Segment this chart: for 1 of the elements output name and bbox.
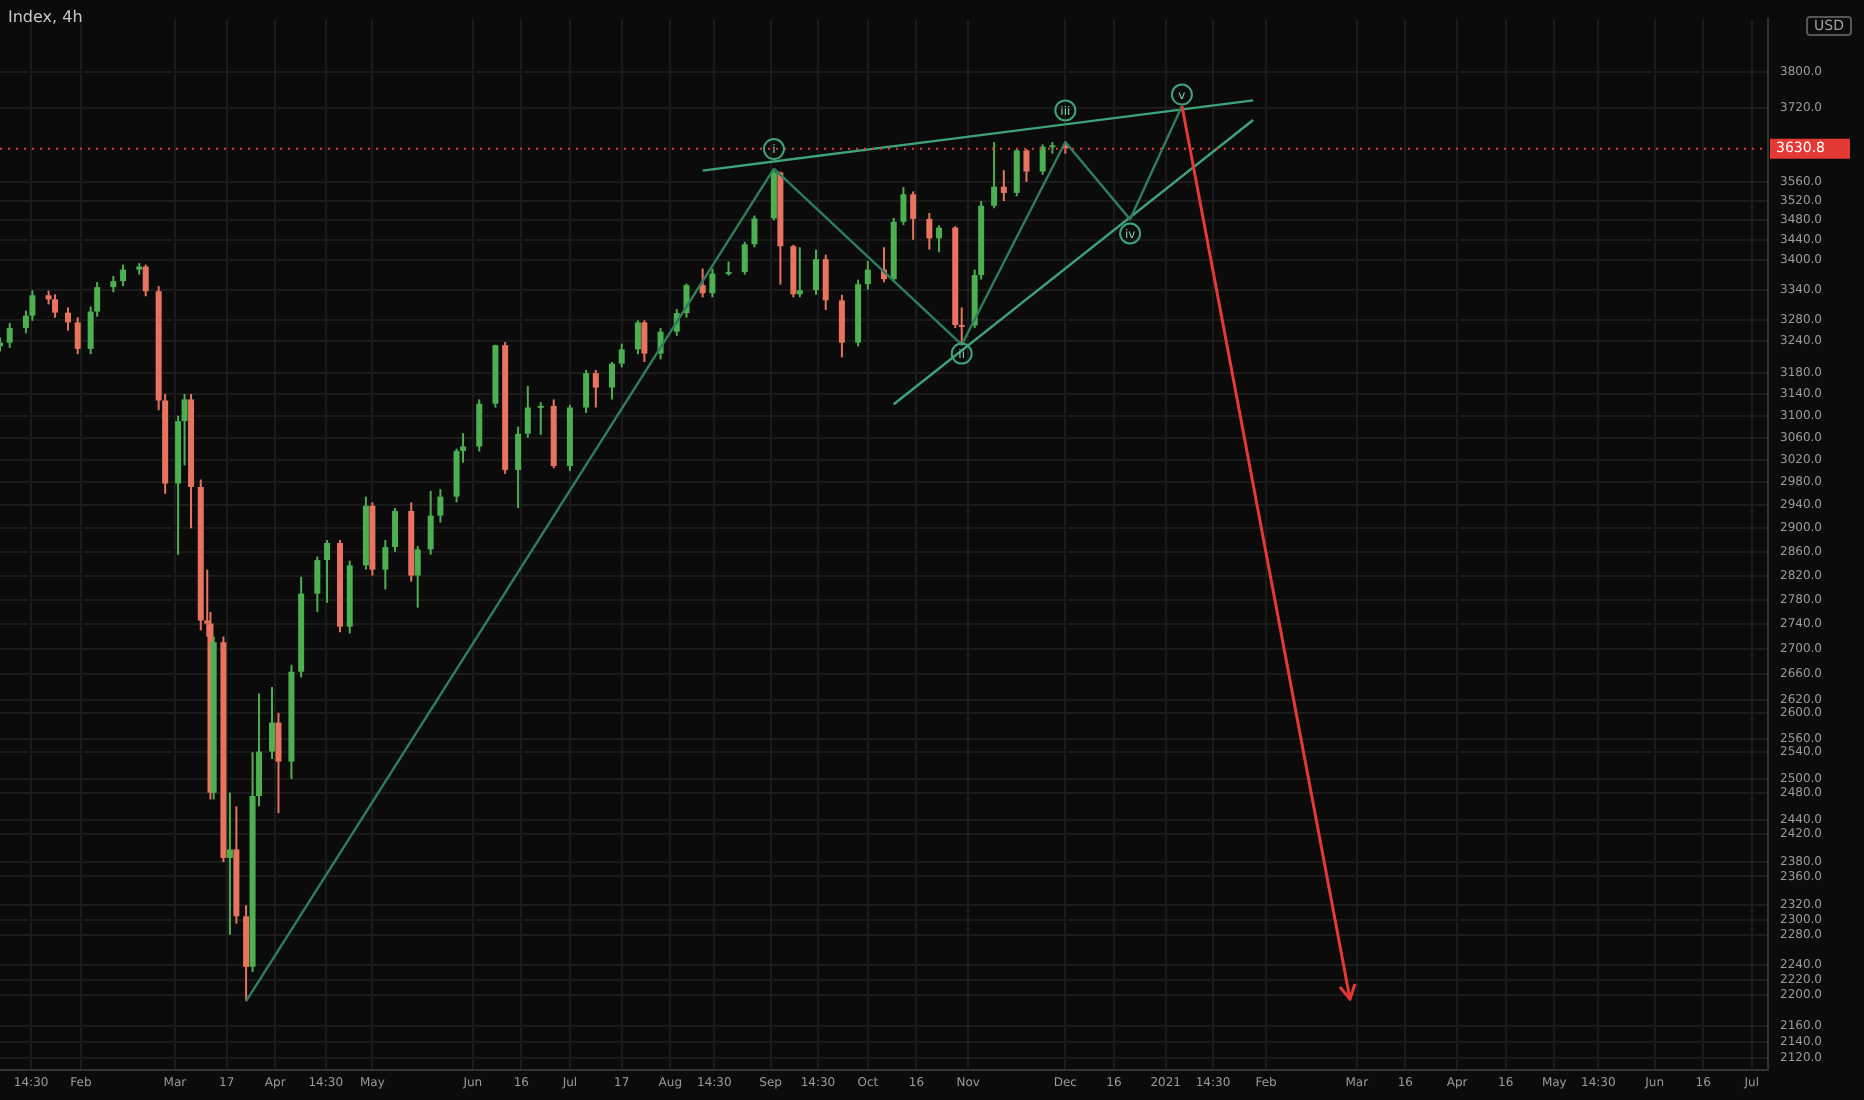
chart-title: Index, 4h bbox=[8, 8, 83, 26]
